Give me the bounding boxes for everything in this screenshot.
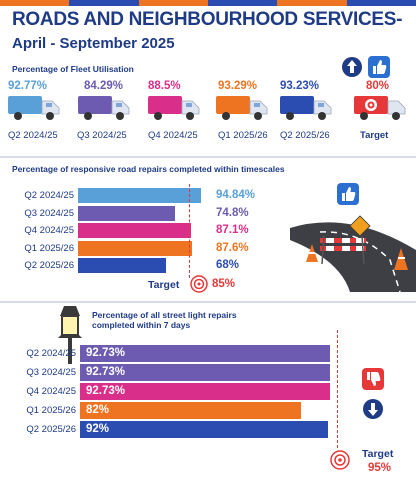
bar bbox=[78, 188, 201, 203]
truck-icon bbox=[216, 96, 268, 120]
target-icon bbox=[190, 275, 208, 293]
bar bbox=[78, 258, 166, 273]
bar-label: Q1 2025/26 bbox=[26, 405, 76, 416]
thumbs-up-icon bbox=[368, 56, 390, 78]
bar-label: Q2 2024/25 bbox=[24, 190, 74, 201]
truck-icon bbox=[78, 96, 130, 120]
bar-label: Q1 2025/26 bbox=[24, 242, 74, 254]
bar-value-label: 87.1% bbox=[216, 224, 249, 236]
bar bbox=[80, 402, 301, 419]
fleet-utilisation-panel: 92.77% Q2 2024/25 84.29% Q3 2024/25 88.5… bbox=[0, 80, 416, 150]
target-value: 85% bbox=[212, 278, 236, 290]
bar-label: Q2 2025/26 bbox=[26, 424, 76, 435]
fleet-value-q2-2024: 92.77% bbox=[8, 80, 48, 92]
bar-value-label: 82% bbox=[86, 404, 110, 416]
bar-value-label: 74.8% bbox=[216, 206, 249, 219]
target-line bbox=[189, 184, 190, 278]
fleet-label-q3-2024: Q3 2024/25 bbox=[77, 130, 127, 141]
bar bbox=[80, 364, 330, 381]
fleet-value-q4-2024: 88.5% bbox=[148, 80, 181, 92]
fleet-label-q1-2025: Q1 2025/26 bbox=[218, 130, 268, 141]
page-title: ROADS AND NEIGHBOURHOOD SERVICES- bbox=[12, 9, 403, 30]
target-value: 95% bbox=[368, 462, 392, 474]
target-label: Target bbox=[362, 448, 394, 460]
fleet-value-q1-2025: 93.29% bbox=[218, 80, 258, 92]
section-divider bbox=[0, 156, 416, 158]
bar-value-label: 92.73% bbox=[86, 347, 126, 359]
fleet-label-q4-2024: Q4 2024/25 bbox=[148, 130, 198, 141]
truck-icon bbox=[8, 96, 60, 120]
street-light-heading-line2: completed within 7 days bbox=[92, 320, 191, 330]
bar-label: Q3 2024/25 bbox=[26, 367, 76, 378]
fleet-target-value: 80% bbox=[366, 80, 390, 92]
bar-value-label: 68% bbox=[216, 259, 240, 271]
bar-value-label: 92% bbox=[86, 423, 110, 435]
top-color-strip bbox=[0, 0, 416, 6]
bar-value-label: 87.6% bbox=[216, 241, 249, 254]
road-illustration bbox=[280, 210, 416, 292]
bar-label: Q2 2025/26 bbox=[24, 260, 74, 271]
thumbs-up-icon bbox=[337, 183, 359, 205]
bar bbox=[78, 205, 175, 221]
bar-label: Q4 2024/25 bbox=[24, 225, 74, 236]
street-light-heading-line1: Percentage of all street light repairs bbox=[92, 310, 237, 320]
bar-label: Q3 2024/25 bbox=[24, 207, 74, 219]
bar bbox=[78, 223, 191, 238]
target-label: Target bbox=[148, 279, 180, 291]
bar bbox=[80, 383, 330, 400]
fleet-heading: Percentage of Fleet Utilisation bbox=[12, 64, 134, 74]
fleet-target-label: Target bbox=[360, 130, 389, 141]
truck-icon bbox=[280, 96, 332, 120]
up-arrow-icon bbox=[342, 57, 362, 77]
target-line bbox=[337, 330, 338, 448]
fleet-value-q3-2024: 84.29% bbox=[84, 80, 124, 92]
thumbs-down-icon bbox=[362, 368, 384, 390]
bar bbox=[78, 240, 192, 256]
target-truck-icon bbox=[354, 96, 406, 120]
page-subtitle: April - September 2025 bbox=[12, 35, 175, 52]
bar bbox=[80, 345, 330, 362]
fleet-label-q2-2025: Q2 2025/26 bbox=[280, 130, 330, 141]
street-lamp-illustration bbox=[58, 306, 82, 364]
fleet-label-q2-2024: Q2 2024/25 bbox=[8, 130, 58, 141]
road-repairs-heading: Percentage of responsive road repairs co… bbox=[12, 164, 285, 174]
target-icon bbox=[330, 450, 350, 470]
bar-label: Q4 2024/25 bbox=[26, 386, 76, 397]
truck-icon bbox=[148, 96, 200, 120]
bar-label: Q2 2024/25 bbox=[26, 348, 76, 359]
down-arrow-icon bbox=[363, 399, 383, 419]
bar-value-label: 92.73% bbox=[86, 385, 126, 397]
section-divider bbox=[0, 301, 416, 303]
fleet-value-q2-2025: 93.23% bbox=[280, 80, 320, 92]
bar bbox=[80, 421, 328, 438]
street-light-heading: Percentage of all street light repairs c… bbox=[92, 310, 237, 330]
bar-value-label: 94.84% bbox=[216, 189, 256, 201]
bar-value-label: 92.73% bbox=[86, 366, 126, 378]
